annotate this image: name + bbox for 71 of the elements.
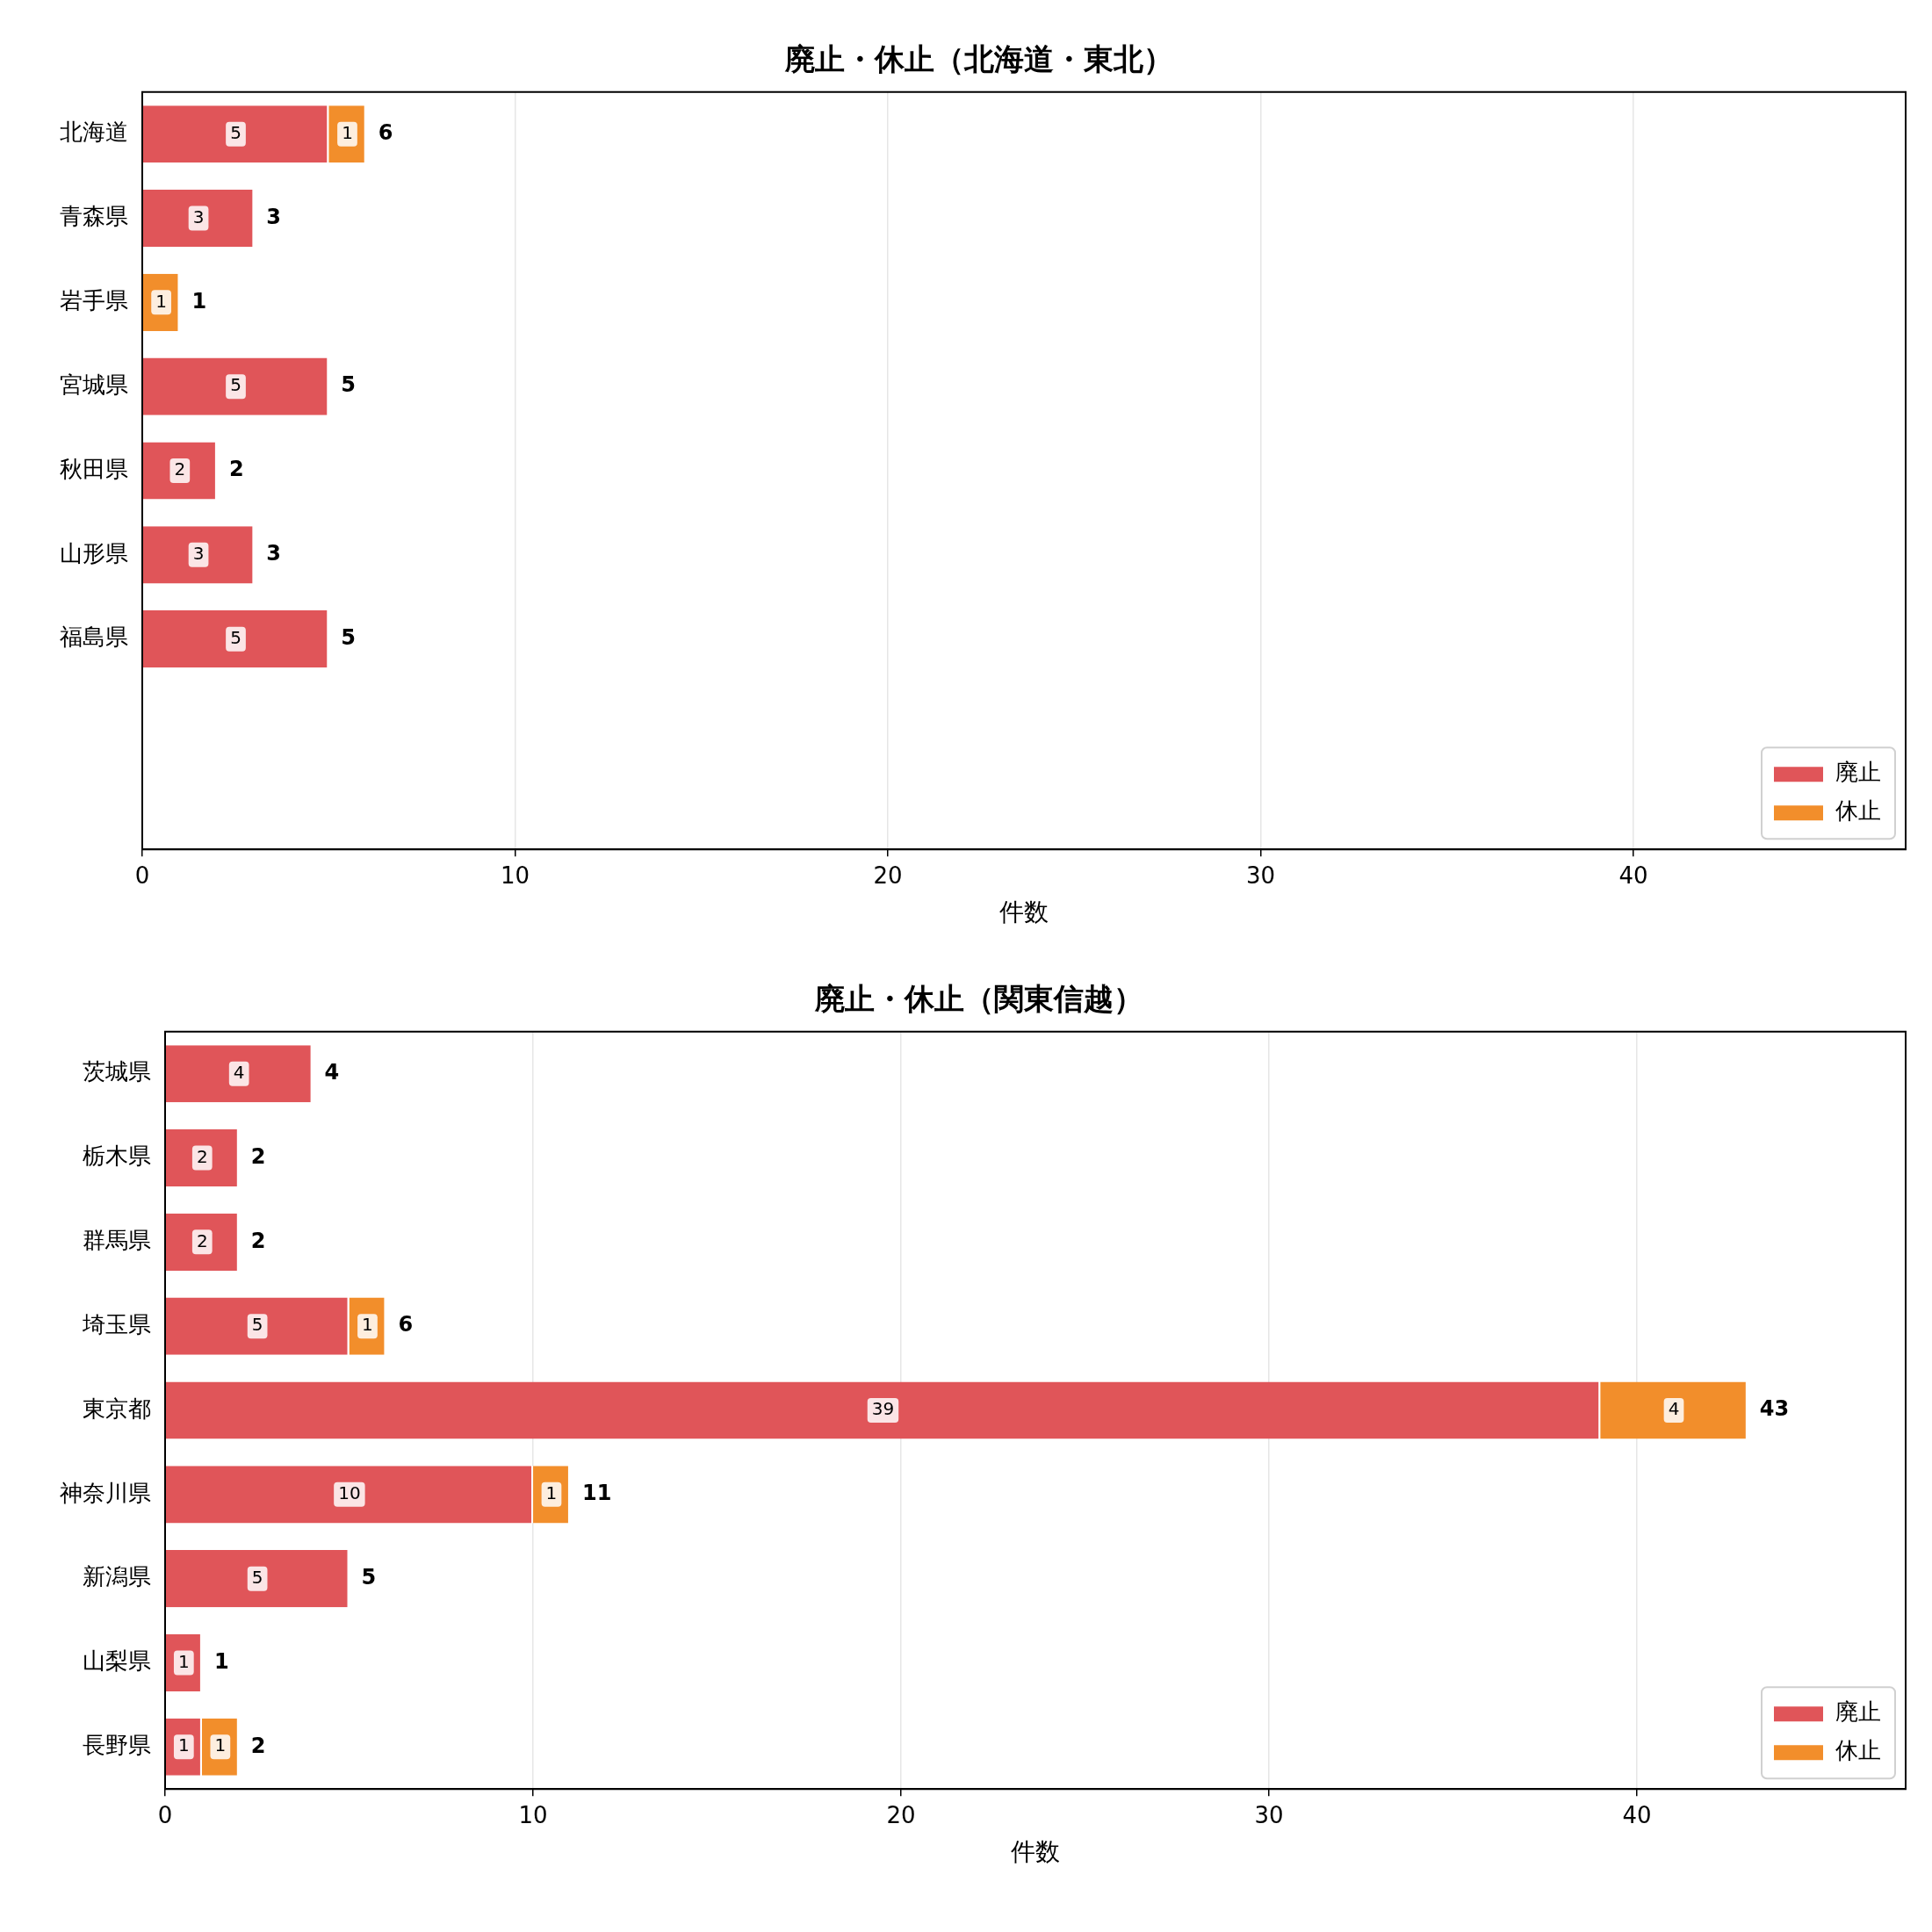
y-tick-label: 福島県 <box>60 624 128 651</box>
data-label: 2 <box>196 1145 208 1167</box>
data-label: 5 <box>251 1566 263 1588</box>
legend-label: 廃止 <box>1835 1698 1881 1725</box>
data-label: 4 <box>1668 1398 1680 1420</box>
total-label: 2 <box>250 1228 266 1253</box>
y-tick-label: 群馬県 <box>83 1227 151 1254</box>
y-tick-label: 新潟県 <box>83 1563 151 1590</box>
total-label: 43 <box>1759 1396 1790 1422</box>
total-label: 6 <box>398 1312 414 1337</box>
x-tick-label: 0 <box>134 861 150 889</box>
data-label: 1 <box>155 290 167 312</box>
data-label: 5 <box>251 1314 263 1336</box>
data-label: 1 <box>177 1734 190 1756</box>
x-tick-label: 0 <box>157 1801 173 1828</box>
data-label: 2 <box>174 458 186 480</box>
y-tick-label: 青森県 <box>60 203 128 230</box>
y-tick-label: 北海道 <box>60 119 128 146</box>
y-tick-label: 長野県 <box>83 1732 151 1759</box>
y-tick-label: 岩手県 <box>60 287 128 314</box>
data-label: 3 <box>192 543 205 565</box>
data-label: 1 <box>342 121 353 143</box>
x-axis-title: 件数 <box>1011 1837 1060 1867</box>
total-label: 1 <box>191 288 207 314</box>
x-axis-title: 件数 <box>999 898 1049 927</box>
x-tick-label: 10 <box>500 861 530 889</box>
data-label: 2 <box>196 1229 208 1251</box>
total-label: 5 <box>341 372 356 398</box>
x-tick-label: 10 <box>518 1801 548 1828</box>
data-label: 4 <box>233 1061 245 1083</box>
data-label: 5 <box>230 374 242 396</box>
data-label: 5 <box>230 121 242 143</box>
legend-label: 休止 <box>1835 797 1881 824</box>
chart-title: 廃止・休止（北海道・東北） <box>784 41 1173 77</box>
legend-label: 廃止 <box>1835 758 1881 785</box>
y-tick-label: 東京都 <box>83 1395 151 1422</box>
x-tick-label: 20 <box>886 1801 916 1828</box>
x-tick-label: 40 <box>1618 861 1648 889</box>
data-label: 1 <box>545 1482 558 1504</box>
data-label: 39 <box>871 1398 895 1420</box>
y-tick-label: 神奈川県 <box>60 1479 151 1506</box>
y-tick-label: 埼玉県 <box>82 1310 151 1337</box>
legend-label: 休止 <box>1835 1736 1881 1763</box>
x-tick-label: 40 <box>1622 1801 1652 1828</box>
data-label: 10 <box>338 1482 361 1504</box>
y-tick-label: 栃木県 <box>83 1143 151 1170</box>
y-tick-label: 山梨県 <box>83 1647 151 1675</box>
data-label: 3 <box>192 205 205 227</box>
total-label: 4 <box>324 1059 340 1085</box>
total-label: 5 <box>341 624 356 650</box>
x-tick-label: 30 <box>1246 861 1276 889</box>
data-label: 1 <box>214 1734 227 1756</box>
total-label: 6 <box>378 119 393 145</box>
y-tick-label: 山形県 <box>60 539 128 566</box>
y-tick-label: 宮城県 <box>60 371 128 398</box>
y-tick-label: 秋田県 <box>60 455 128 482</box>
x-tick-label: 20 <box>873 861 903 889</box>
total-label: 5 <box>361 1564 377 1590</box>
total-label: 2 <box>250 1143 266 1169</box>
y-tick-label: 茨城県 <box>83 1058 151 1085</box>
data-label: 1 <box>177 1650 190 1672</box>
total-label: 3 <box>266 541 282 566</box>
data-label: 5 <box>230 626 242 648</box>
total-label: 2 <box>250 1733 266 1758</box>
data-label: 1 <box>362 1314 373 1336</box>
total-label: 11 <box>581 1481 612 1506</box>
total-label: 2 <box>228 457 244 482</box>
total-label: 1 <box>213 1648 229 1674</box>
total-label: 3 <box>266 204 282 229</box>
chart-title: 廃止・休止（関東信越） <box>814 981 1143 1017</box>
x-tick-label: 30 <box>1254 1801 1284 1828</box>
